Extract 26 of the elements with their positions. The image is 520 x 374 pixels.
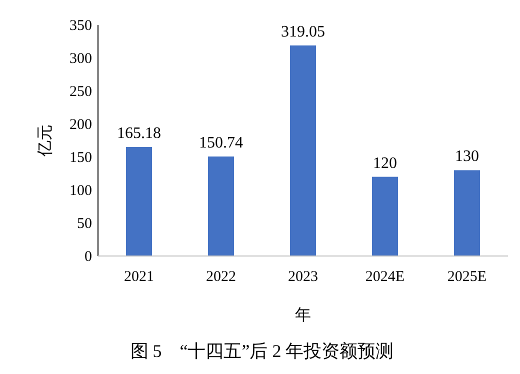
x-tick-label: 2025E xyxy=(447,269,487,285)
data-label: 120 xyxy=(373,154,397,172)
y-tick-label: 350 xyxy=(70,18,92,34)
bar xyxy=(372,176,398,256)
text: 图 5 “十四五”后 2 年投资额预测 xyxy=(130,341,394,361)
y-tick-label: 250 xyxy=(70,84,92,100)
y-tick-label: 150 xyxy=(70,150,92,166)
data-label: 150.74 xyxy=(199,134,243,152)
y-tick-label: 200 xyxy=(70,117,92,133)
data-label: 165.18 xyxy=(117,124,161,142)
x-tick-label: 2024E xyxy=(365,269,405,285)
x-tick-label: 2023 xyxy=(288,269,318,285)
x-tick-label: 2022 xyxy=(206,269,236,285)
y-tick-label: 50 xyxy=(77,216,92,232)
y-tick-label: 300 xyxy=(70,51,92,67)
bar xyxy=(290,45,316,256)
bar xyxy=(208,156,234,256)
data-label: 130 xyxy=(455,148,479,166)
y-tick-label: 0 xyxy=(84,249,92,265)
bar xyxy=(454,170,480,256)
y-axis-title: 亿元 xyxy=(37,124,54,158)
x-axis-title: 年 xyxy=(295,307,311,324)
y-tick-label: 100 xyxy=(70,183,92,199)
data-label: 319.05 xyxy=(281,23,325,40)
bar xyxy=(126,146,152,256)
x-tick-label: 2021 xyxy=(124,269,154,285)
